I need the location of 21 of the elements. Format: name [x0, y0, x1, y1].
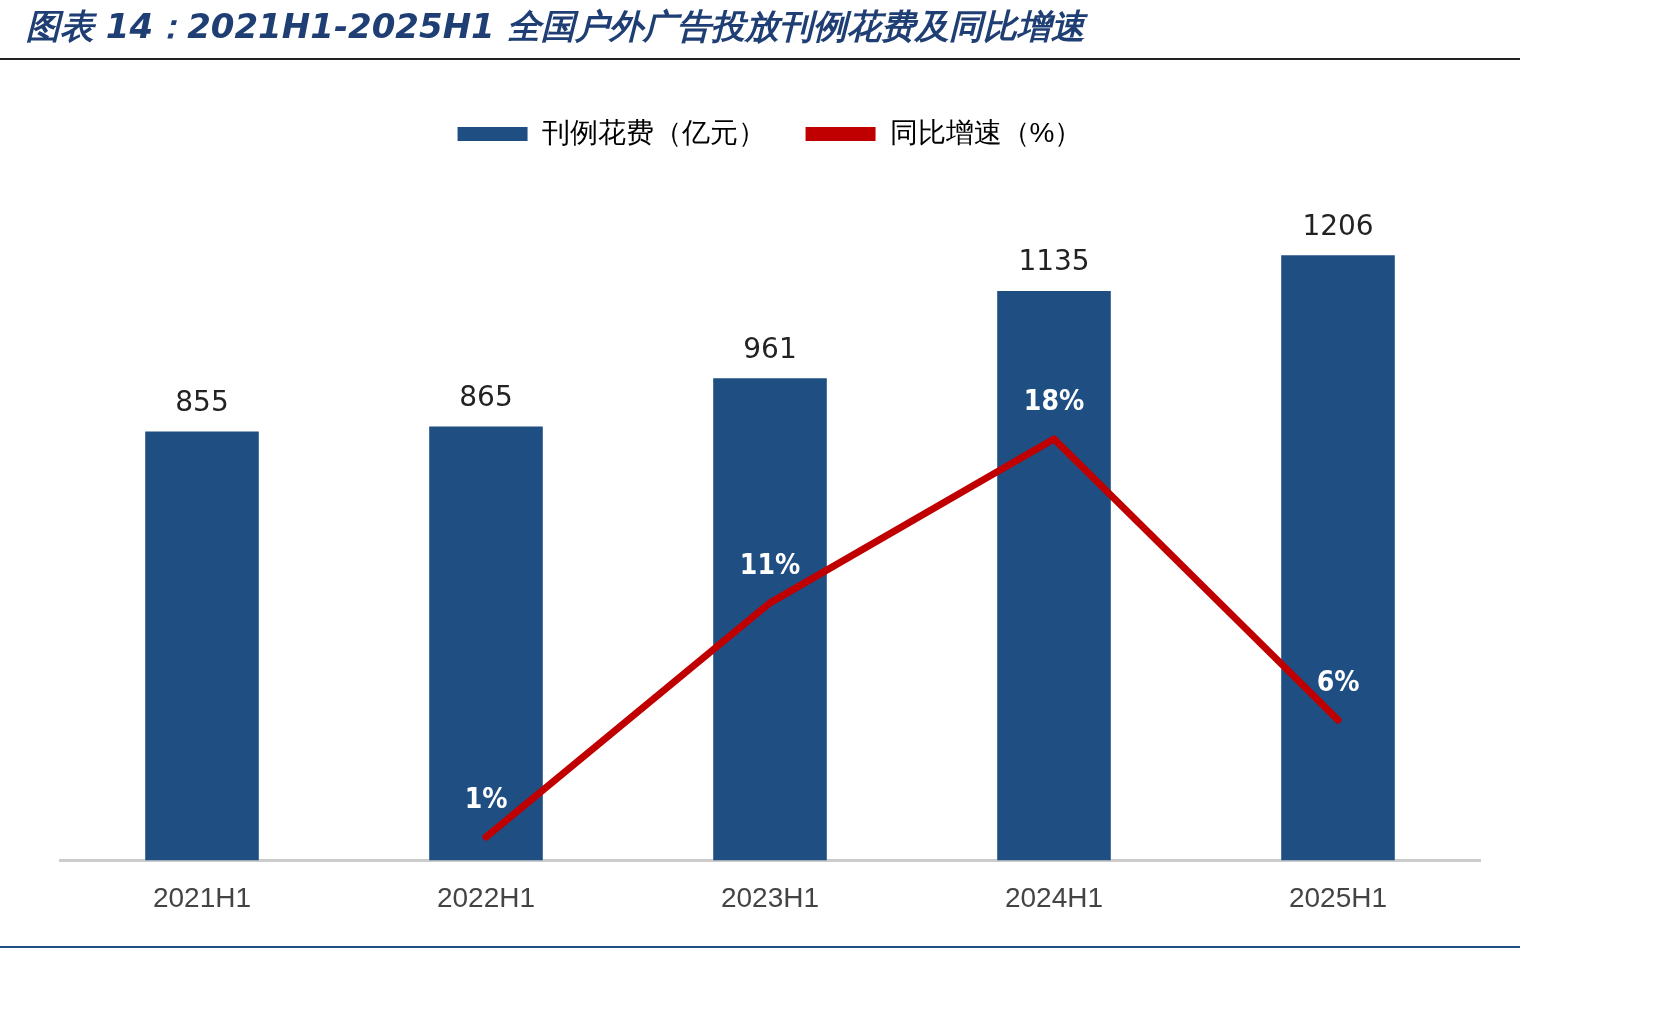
- data-label: 6%: [1316, 665, 1360, 699]
- legend-label: 刊例花费（亿元）: [541, 116, 766, 148]
- data-label: 18%: [1023, 384, 1085, 418]
- x-tick-label: 2024H1: [1004, 881, 1104, 913]
- legend-label: 同比增速（%）: [889, 116, 1083, 148]
- data-label: 1135: [1018, 244, 1090, 278]
- data-label: 855: [175, 384, 229, 418]
- bar: [713, 378, 827, 861]
- x-tick-label: 2022H1: [436, 881, 536, 913]
- bar: [997, 290, 1111, 861]
- data-label: 865: [459, 379, 513, 413]
- bar: [1281, 255, 1395, 861]
- data-label: 1%: [464, 782, 508, 816]
- bar: [145, 431, 259, 861]
- x-tick-label: 2025H1: [1288, 881, 1388, 913]
- bar: [429, 426, 543, 861]
- data-label: 961: [743, 331, 797, 365]
- x-tick-label: 2023H1: [720, 881, 820, 913]
- x-tick-label: 2021H1: [152, 881, 252, 913]
- data-label: 1206: [1302, 208, 1374, 242]
- data-label: 11%: [739, 548, 801, 582]
